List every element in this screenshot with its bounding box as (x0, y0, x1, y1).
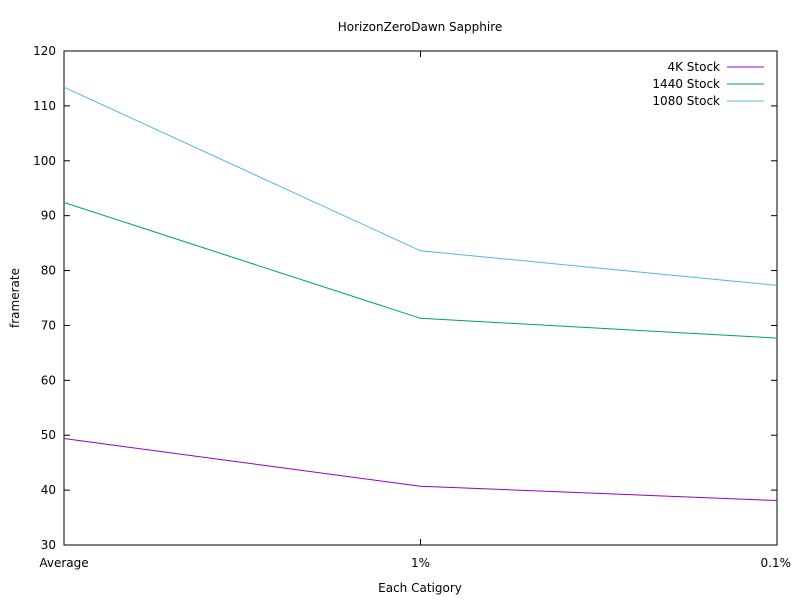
y-tick-label: 100 (33, 154, 56, 168)
legend-label: 4K Stock (667, 60, 720, 74)
y-tick-label: 60 (41, 373, 56, 387)
x-tick-label: Average (39, 556, 88, 570)
legend-label: 1080 Stock (652, 94, 720, 108)
series-line-0 (63, 438, 778, 502)
series-line-2 (63, 86, 778, 286)
x-tick-label: 0.1% (761, 556, 792, 570)
plot-frame (63, 50, 778, 546)
y-axis-label: framerate (8, 268, 22, 328)
x-axis-label: Each Catigory (378, 581, 462, 595)
chart-title: HorizonZeroDawn Sapphire (338, 20, 503, 34)
y-tick-label: 110 (33, 99, 56, 113)
y-tick-label: 90 (41, 209, 56, 223)
y-tick-label: 30 (41, 538, 56, 552)
y-tick-label: 120 (33, 44, 56, 58)
y-tick-label: 80 (41, 264, 56, 278)
series-line-1 (63, 202, 778, 339)
legend-label: 1440 Stock (652, 77, 720, 91)
legend: 4K Stock 1440 Stock 1080 Stock (652, 60, 764, 108)
y-tick-label: 40 (41, 483, 56, 497)
y-tick-label: 50 (41, 428, 56, 442)
x-tick-label: 1% (411, 556, 430, 570)
y-tick-label: 70 (41, 318, 56, 332)
